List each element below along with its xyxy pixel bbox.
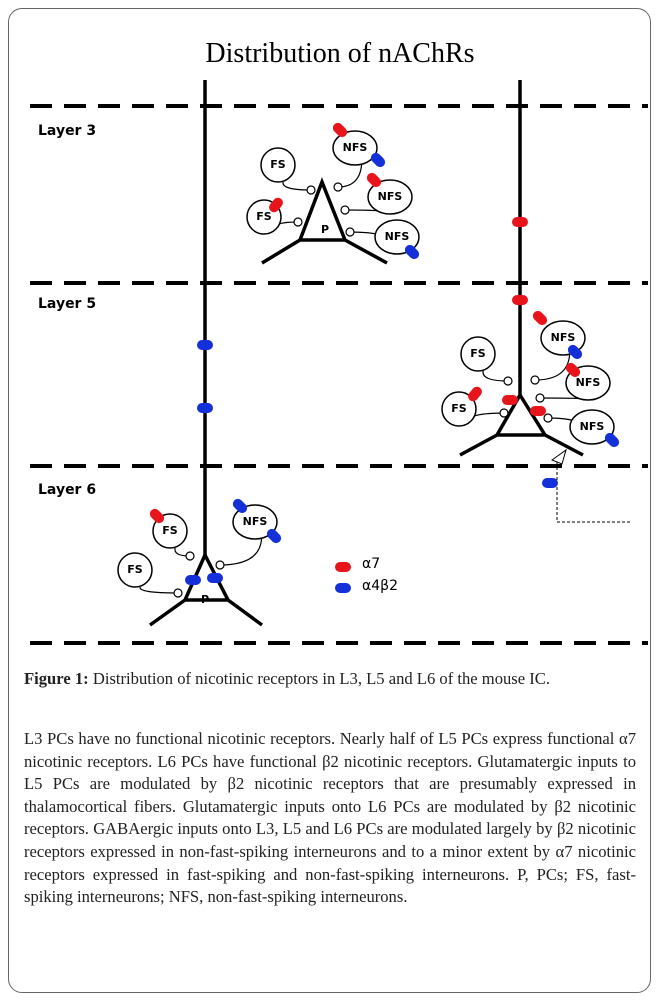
receptor bbox=[332, 122, 348, 138]
receptor bbox=[366, 172, 382, 188]
receptor bbox=[207, 573, 223, 583]
receptors bbox=[149, 122, 620, 593]
synapse bbox=[173, 588, 183, 598]
cell-body bbox=[117, 552, 153, 588]
figure: Distribution of nAChRs Layer 3 Layer 5 L… bbox=[30, 38, 648, 645]
layer-label: Layer 3 bbox=[38, 123, 96, 139]
receptor bbox=[335, 562, 351, 572]
cell-label: NFS bbox=[378, 190, 403, 203]
caption: Figure 1: Distribution of nicotinic rece… bbox=[24, 668, 636, 691]
receptor bbox=[604, 432, 620, 448]
connector bbox=[337, 164, 363, 188]
receptor bbox=[269, 197, 283, 213]
body-text: L3 PCs have no functional nicotinic rece… bbox=[24, 729, 636, 907]
receptor bbox=[530, 406, 546, 416]
cell-label: NFS bbox=[343, 141, 368, 154]
receptor bbox=[512, 295, 528, 305]
caption-label: Figure 1: bbox=[24, 669, 89, 688]
connector bbox=[219, 538, 263, 566]
synapse bbox=[530, 375, 540, 385]
cell-label: FS bbox=[127, 563, 143, 576]
receptor bbox=[468, 386, 482, 402]
receptor bbox=[149, 508, 165, 524]
layer-lines bbox=[30, 104, 648, 645]
receptor bbox=[404, 244, 420, 260]
receptor bbox=[512, 217, 528, 227]
cell-label: FS bbox=[162, 524, 178, 537]
receptor bbox=[532, 310, 548, 326]
receptor bbox=[542, 478, 558, 488]
synapse bbox=[306, 185, 316, 195]
cell-label: FS bbox=[270, 158, 286, 171]
cells: FS FS NFS NFS NFS P FS FS NFS NFS NFS FS FS NFS P bbox=[117, 130, 615, 606]
cell-label: NFS bbox=[580, 420, 605, 433]
synapse bbox=[535, 393, 545, 403]
cell-label: P bbox=[321, 223, 329, 236]
receptor bbox=[197, 340, 213, 350]
receptor bbox=[232, 498, 248, 514]
receptor bbox=[502, 395, 518, 405]
figure-title: Distribution of nAChRs bbox=[205, 38, 474, 69]
synapse bbox=[340, 205, 350, 215]
cell-label: NFS bbox=[385, 230, 410, 243]
synapse bbox=[543, 413, 553, 423]
receptor bbox=[266, 528, 282, 544]
synapse bbox=[499, 408, 509, 418]
cell-body bbox=[260, 147, 296, 183]
cell-body bbox=[569, 409, 615, 445]
cell-label: NFS bbox=[551, 331, 576, 344]
synapse bbox=[215, 560, 225, 570]
cell-body bbox=[232, 504, 278, 540]
layer-label: Layer 5 bbox=[38, 296, 96, 312]
synapse bbox=[503, 376, 513, 386]
cell-body bbox=[332, 130, 378, 166]
synapse bbox=[345, 227, 355, 237]
connector bbox=[534, 354, 571, 381]
frame bbox=[8, 8, 651, 993]
cell-label: FS bbox=[256, 210, 272, 223]
receptor bbox=[567, 344, 583, 360]
cell-body bbox=[367, 179, 413, 215]
receptor bbox=[565, 362, 581, 378]
cell-body bbox=[441, 391, 477, 427]
receptor bbox=[197, 403, 213, 413]
receptor bbox=[370, 152, 386, 168]
synapses bbox=[139, 164, 600, 598]
legend-label: α4β2 bbox=[362, 578, 398, 594]
layer-label: Layer 6 bbox=[38, 482, 96, 498]
cell-label: FS bbox=[470, 347, 486, 360]
caption-text: Distribution of nicotinic receptors in L… bbox=[92, 669, 550, 688]
receptor bbox=[335, 583, 351, 593]
connector bbox=[139, 586, 179, 594]
connector bbox=[282, 181, 312, 191]
cell-label: NFS bbox=[243, 515, 268, 528]
synapse bbox=[293, 217, 303, 227]
receptor bbox=[185, 575, 201, 585]
cell-label: NFS bbox=[576, 376, 601, 389]
cell-label: FS bbox=[451, 402, 467, 415]
synapse bbox=[185, 551, 195, 561]
cell-label: P bbox=[201, 593, 209, 606]
cell-body bbox=[460, 336, 496, 372]
synapse bbox=[333, 182, 343, 192]
legend-label: α7 bbox=[362, 556, 380, 572]
